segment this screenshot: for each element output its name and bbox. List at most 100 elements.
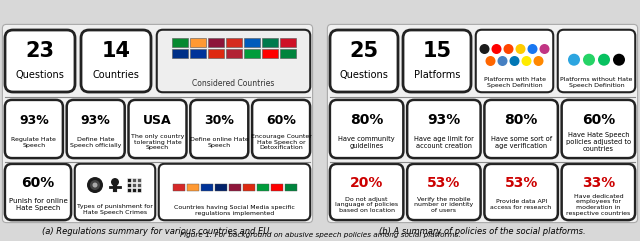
FancyBboxPatch shape [328,24,637,223]
Bar [127,188,131,192]
Text: 53%: 53% [504,176,538,190]
Circle shape [613,54,625,66]
FancyBboxPatch shape [67,100,125,158]
FancyBboxPatch shape [330,100,403,158]
Circle shape [486,56,495,66]
Circle shape [540,44,550,54]
Bar [243,184,255,191]
Circle shape [583,54,595,66]
Text: Questions: Questions [340,70,388,80]
Bar [132,183,136,187]
Text: 93%: 93% [81,114,111,127]
Circle shape [504,44,513,54]
Bar [189,49,205,58]
Text: 60%: 60% [21,176,54,190]
Circle shape [497,56,508,66]
Circle shape [598,54,610,66]
FancyBboxPatch shape [407,164,481,220]
Text: Punish for online
Hate Speech: Punish for online Hate Speech [8,198,67,211]
Bar [172,38,188,47]
FancyBboxPatch shape [75,164,156,220]
Text: 60%: 60% [582,113,615,127]
FancyBboxPatch shape [407,100,481,158]
FancyBboxPatch shape [330,30,398,92]
FancyBboxPatch shape [484,164,558,220]
Bar [243,49,259,58]
Bar [225,49,241,58]
Circle shape [527,44,538,54]
FancyBboxPatch shape [129,100,186,158]
Bar [285,184,296,191]
Text: 33%: 33% [582,176,615,190]
Bar [137,183,141,187]
FancyBboxPatch shape [562,100,635,158]
Text: Figure 1: For background on abusive speech policies among social platforms.: Figure 1: For background on abusive spee… [180,232,460,238]
Bar [228,184,241,191]
FancyBboxPatch shape [562,164,635,220]
Bar [186,184,198,191]
Text: Countries: Countries [93,70,140,80]
Text: Questions: Questions [15,70,65,80]
Circle shape [492,44,502,54]
Bar [207,49,223,58]
Text: Define Hate
Speech officially: Define Hate Speech officially [70,137,122,147]
Text: Encourage Counter
Hate Speech or
Detoxification: Encourage Counter Hate Speech or Detoxif… [251,134,312,150]
Text: Considered Countries: Considered Countries [192,79,275,88]
Text: Platforms with Hate
Speech Definition: Platforms with Hate Speech Definition [483,77,545,88]
Text: Platforms: Platforms [414,70,460,80]
Bar [173,184,184,191]
Bar [262,49,278,58]
FancyBboxPatch shape [81,30,151,92]
Circle shape [515,44,525,54]
Text: 14: 14 [102,41,131,61]
Text: 80%: 80% [350,113,383,127]
Bar [137,188,141,192]
Bar [257,184,269,191]
Text: (a) Regulations summary for various countries and EU.: (a) Regulations summary for various coun… [42,227,273,235]
Text: Regulate Hate
Speech: Regulate Hate Speech [12,137,56,147]
FancyBboxPatch shape [190,100,248,158]
Bar [271,184,282,191]
Bar [225,38,241,47]
Text: Do not adjust
language of policies
based on location: Do not adjust language of policies based… [335,197,398,213]
Circle shape [479,44,490,54]
Text: Verify the mobile
number or identity
of users: Verify the mobile number or identity of … [414,197,474,213]
Text: 15: 15 [422,41,452,61]
Text: (b) A summary of policies of the social platforms.: (b) A summary of policies of the social … [379,227,586,235]
Circle shape [509,56,520,66]
Bar [280,49,296,58]
Bar [127,183,131,187]
Circle shape [90,180,100,190]
FancyBboxPatch shape [5,30,75,92]
FancyBboxPatch shape [3,24,312,223]
FancyBboxPatch shape [157,30,310,92]
FancyBboxPatch shape [330,164,403,220]
Text: Countries having Social Media specific
regulations implemented: Countries having Social Media specific r… [174,205,295,216]
FancyBboxPatch shape [557,30,636,92]
Text: 80%: 80% [504,113,538,127]
Bar [200,184,212,191]
Text: 53%: 53% [427,176,461,190]
Bar [189,38,205,47]
Text: Have Hate Speech
policies adjusted to
countries: Have Hate Speech policies adjusted to co… [566,133,631,152]
Text: 23: 23 [26,41,54,61]
Circle shape [534,56,543,66]
Text: 60%: 60% [266,114,296,127]
Text: 93%: 93% [428,113,461,127]
Bar [262,38,278,47]
FancyBboxPatch shape [484,100,558,158]
Text: Have community
guidelines: Have community guidelines [339,136,395,148]
FancyBboxPatch shape [5,100,63,158]
Text: 30%: 30% [204,114,234,127]
Text: 20%: 20% [350,176,383,190]
FancyBboxPatch shape [159,164,310,220]
Bar [127,178,131,182]
Bar [137,178,141,182]
Text: 93%: 93% [19,114,49,127]
Text: Define online Hate
Speech: Define online Hate Speech [190,137,249,147]
Bar [214,184,227,191]
Circle shape [522,56,531,66]
Text: Platforms without Hate
Speech Definition: Platforms without Hate Speech Definition [560,77,633,88]
FancyBboxPatch shape [476,30,553,92]
Bar [243,38,259,47]
